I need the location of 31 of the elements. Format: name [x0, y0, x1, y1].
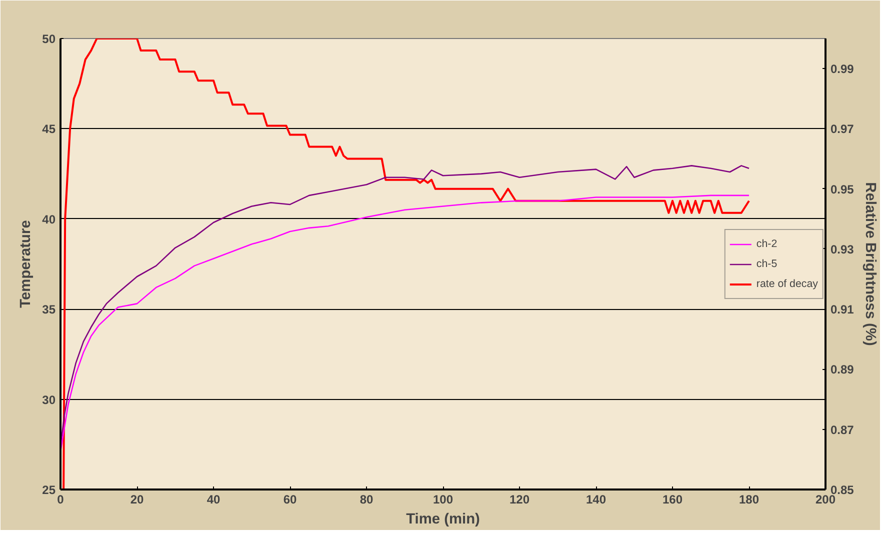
y-tick-label: 45: [42, 122, 56, 136]
legend-label: ch-5: [756, 258, 778, 270]
y2-tick-label: 0.87: [830, 422, 854, 437]
x-tick-label: 20: [130, 492, 144, 506]
y-axis-title: Temperature: [18, 220, 34, 308]
y2-tick-label: 0.91: [830, 302, 854, 317]
x-tick-label: 100: [432, 492, 454, 506]
y2-tick-label: 0.93: [830, 242, 854, 256]
y-tick-label: 35: [42, 302, 56, 317]
x-tick-label: 0: [57, 492, 64, 506]
y2-tick-label: 0.97: [830, 122, 854, 136]
y2-axis-title: Relative Brightness (%): [862, 182, 878, 346]
x-tick-label: 80: [360, 492, 374, 506]
x-tick-label: 120: [509, 492, 530, 506]
x-axis-title: Time (min): [406, 512, 480, 528]
x-tick-label: 160: [662, 492, 683, 506]
x-tick-label: 60: [283, 492, 297, 506]
y-tick-label: 50: [42, 32, 56, 46]
y2-tick-label: 0.89: [830, 362, 854, 377]
y-tick-label: 25: [42, 483, 56, 497]
line-series: [62, 38, 750, 490]
legend-label: rate of decay: [756, 278, 818, 290]
x-tick-label: 180: [738, 492, 760, 506]
y-tick-label: 30: [42, 392, 56, 407]
x-tick-label: 200: [815, 492, 836, 506]
y2-tick-label: 0.99: [830, 62, 854, 76]
x-tick-label: 140: [586, 492, 606, 506]
y2-tick-label: 0.95: [830, 182, 854, 196]
y-tick-label: 40: [42, 212, 56, 226]
x-tick-label: 40: [206, 492, 220, 506]
legend-label: ch-2: [756, 238, 778, 250]
